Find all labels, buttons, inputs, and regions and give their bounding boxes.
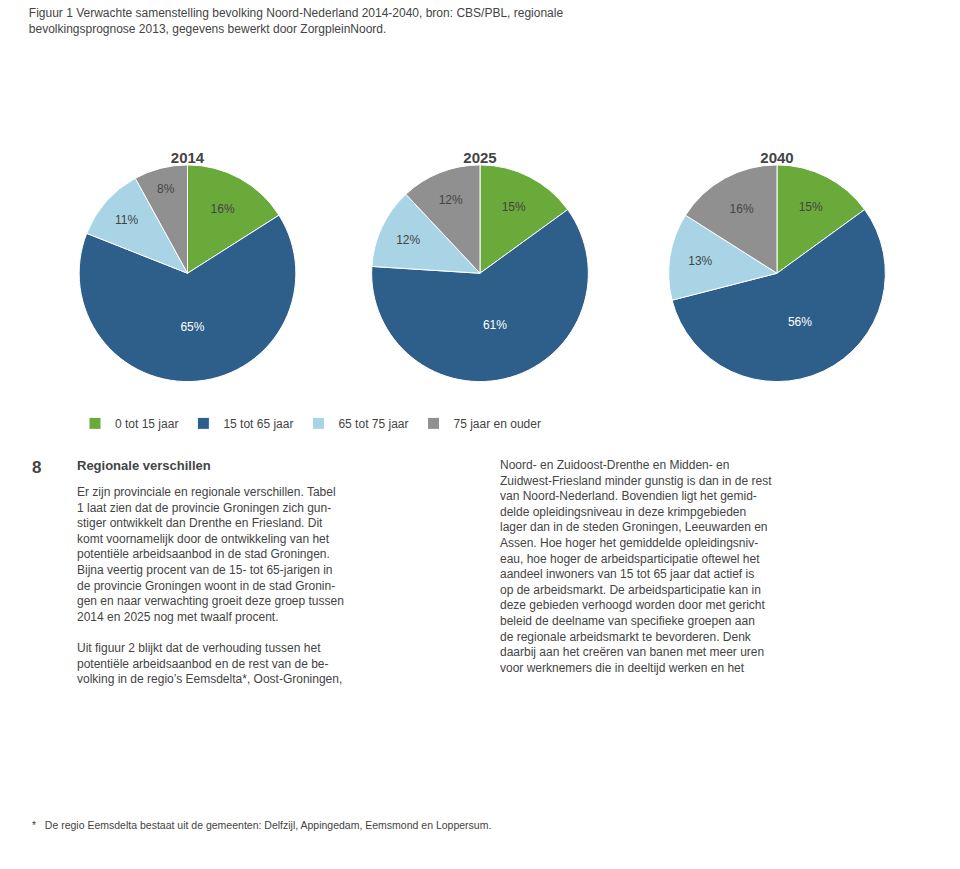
svg-text:12%: 12% [396,233,420,247]
svg-text:11%: 11% [115,213,138,227]
svg-text:13%: 13% [688,254,712,268]
svg-text:15%: 15% [799,200,823,214]
svg-text:75 jaar en ouder: 75 jaar en ouder [454,417,541,431]
svg-text:Noord- en Zuidoost-Drenthe en: Noord- en Zuidoost-Drenthe en Midden- en… [500,458,772,675]
svg-text:8%: 8% [157,182,175,196]
svg-text:2040: 2040 [760,149,793,166]
svg-text:Regionale verschillen: Regionale verschillen [77,458,211,473]
svg-text:Figuur 1 Verwachte samenstelli: Figuur 1 Verwachte samenstelling bevolki… [29,6,564,36]
svg-text:16%: 16% [211,202,235,216]
svg-text:Er zijn provinciale en regiona: Er zijn provinciale en regionale verschi… [77,485,344,686]
svg-text:* De regio Eemsdelta bestaat: * De regio Eemsdelta bestaat uit de geme… [32,819,491,831]
svg-text:2014: 2014 [171,149,205,166]
svg-text:0 tot 15 jaar: 0 tot 15 jaar [115,417,178,431]
svg-text:65 tot 75 jaar: 65 tot 75 jaar [338,417,408,431]
svg-text:65%: 65% [180,320,204,334]
svg-text:12%: 12% [439,193,463,207]
svg-text:2025: 2025 [463,149,496,166]
svg-text:56%: 56% [788,315,812,329]
svg-text:61%: 61% [483,318,507,332]
svg-text:8: 8 [32,458,41,477]
svg-text:16%: 16% [730,202,754,216]
svg-text:15 tot 65 jaar: 15 tot 65 jaar [223,417,293,431]
svg-text:15%: 15% [502,200,526,214]
